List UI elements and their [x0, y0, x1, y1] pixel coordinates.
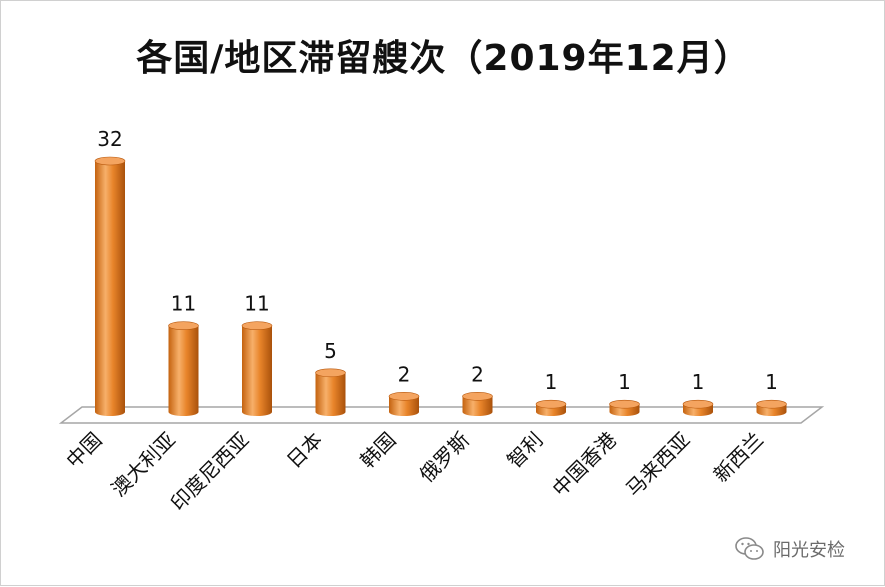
category-label: 日本 — [282, 428, 327, 473]
bar-2-body — [168, 325, 199, 416]
bar-2-top — [168, 321, 199, 331]
data-label: 5 — [324, 339, 337, 363]
data-label: 1 — [765, 370, 778, 394]
category-label: 中国 — [61, 428, 106, 473]
data-label: 11 — [244, 292, 269, 316]
bar-1-top — [94, 156, 126, 166]
data-label: 11 — [171, 292, 196, 316]
bar-10-top — [756, 399, 787, 409]
bar-6-top — [462, 392, 493, 401]
category-label: 印度尼西亚 — [166, 428, 254, 516]
data-label: 1 — [545, 370, 558, 394]
category-label: 俄罗斯 — [415, 428, 474, 487]
bar-2 — [168, 321, 199, 416]
bar-7-top — [535, 399, 567, 409]
bar-5 — [388, 392, 420, 416]
bar-3 — [241, 321, 273, 416]
watermark: 阳光安检 — [735, 534, 845, 564]
bar-9 — [682, 399, 714, 416]
bar-6-body — [462, 396, 493, 416]
bar-5-body — [389, 396, 419, 416]
bar-1-body — [95, 161, 125, 416]
bar-6 — [462, 392, 493, 416]
bar-9-top — [682, 399, 714, 409]
bar-1 — [94, 156, 126, 416]
category-label: 新西兰 — [709, 428, 768, 487]
bar-7 — [535, 399, 567, 416]
data-label: 1 — [618, 370, 631, 394]
category-label: 中国香港 — [547, 428, 621, 502]
bar-8-top — [609, 399, 640, 409]
category-label: 智利 — [502, 428, 547, 473]
bar-4-body — [315, 372, 346, 416]
data-label: 32 — [97, 127, 122, 151]
bar-3-top — [241, 321, 273, 331]
bar-4 — [315, 368, 346, 416]
data-label: 1 — [692, 370, 705, 394]
category-label: 韩国 — [355, 428, 400, 473]
category-label: 马来西亚 — [621, 428, 695, 502]
wechat-icon — [735, 537, 764, 560]
data-label: 2 — [398, 362, 411, 386]
bar-5-top — [388, 392, 420, 401]
bar-4-top — [315, 368, 346, 378]
bar-8 — [609, 399, 640, 416]
category-label: 澳大利亚 — [106, 428, 180, 502]
bar-3-body — [242, 325, 272, 416]
bars-group — [94, 156, 787, 416]
chart-title: 各国/地区滞留艘次（2019年12月） — [136, 38, 751, 79]
data-label: 2 — [471, 362, 484, 386]
watermark-text: 阳光安检 — [773, 540, 845, 561]
bar-10 — [756, 399, 787, 416]
